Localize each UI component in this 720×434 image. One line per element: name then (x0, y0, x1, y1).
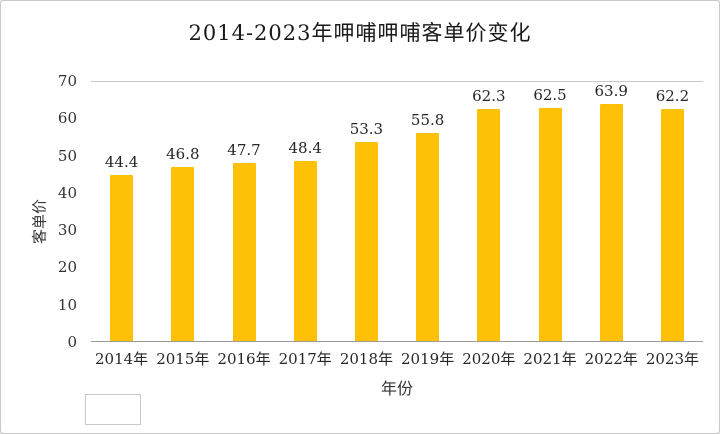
x-category-label: 2015年 (156, 350, 210, 368)
x-axis-title: 年份 (380, 379, 413, 398)
x-category-label: 2018年 (339, 350, 393, 368)
bar (660, 109, 684, 341)
bar (416, 132, 440, 341)
bar-slot-2018年: 53.3 (336, 82, 397, 341)
y-tick-label: 30 (57, 221, 77, 240)
bar-value-label: 46.8 (166, 144, 200, 163)
bar-value-label: 62.3 (472, 86, 506, 105)
x-category-label: 2022年 (584, 350, 638, 368)
bar-value-label: 47.7 (227, 141, 261, 160)
y-tick-label: 60 (57, 109, 77, 128)
bar-slot-2016年: 47.7 (213, 82, 274, 341)
bar (293, 160, 317, 341)
watermark-box (85, 394, 141, 425)
y-tick-label: 40 (57, 183, 77, 202)
bar-slot-2021年: 62.5 (519, 82, 580, 341)
bar-value-label: 62.5 (533, 85, 567, 104)
bar (171, 166, 195, 341)
bar-slot-2020年: 62.3 (458, 82, 519, 341)
x-category-label: 2019年 (401, 350, 455, 368)
x-category-label: 2020年 (462, 350, 516, 368)
bar (477, 108, 501, 341)
y-tick-label: 70 (57, 72, 77, 90)
bar-slot-2023年: 62.2 (642, 82, 703, 341)
bar-slot-2022年: 63.9 (581, 82, 642, 341)
y-tick-label: 0 (67, 333, 77, 351)
bar (599, 104, 623, 341)
x-axis-category-labels: 2014年 2015年 2016年 2017年 2018年 2019年 2020年 2021年… (91, 348, 703, 369)
bar-value-label: 55.8 (410, 110, 445, 129)
bar-value-label: 53.3 (349, 120, 384, 139)
x-category-label: 2021年 (523, 350, 577, 368)
x-category-label: 2017年 (278, 350, 332, 368)
y-tick-label: 10 (57, 295, 77, 314)
bar-slot-2019年: 55.8 (397, 82, 458, 341)
y-tick-label: 50 (57, 146, 77, 165)
bar (538, 107, 562, 341)
chart-title: 2014-2023年呷哺呷哺客单价变化 (188, 21, 532, 45)
y-tick-label: 20 (57, 258, 77, 277)
bar (354, 142, 378, 341)
bar (110, 175, 134, 341)
bar-slot-2015年: 46.8 (152, 82, 213, 341)
x-category-label: 2016年 (217, 350, 271, 368)
bars-row: 44.4 46.8 47.7 48.4 53.3 55.8 62.3 62.5 63.9 62.2 (91, 82, 703, 341)
y-axis-tick-labels: 0 10 20 30 40 50 60 70 (45, 72, 83, 351)
bar-slot-2014年: 44.4 (91, 82, 152, 341)
x-category-label: 2023年 (645, 350, 700, 368)
bar-value-label: 62.2 (655, 87, 690, 106)
bar-value-label: 44.4 (104, 153, 139, 172)
bar-value-label: 63.9 (594, 82, 628, 100)
bar (232, 163, 256, 341)
plot-area: 44.4 46.8 47.7 48.4 53.3 55.8 62.3 62.5 63.9 62.2 (91, 81, 703, 342)
bar-value-label: 48.4 (288, 138, 322, 157)
x-category-label: 2014年 (95, 350, 149, 368)
bar-slot-2017年: 48.4 (275, 82, 336, 341)
